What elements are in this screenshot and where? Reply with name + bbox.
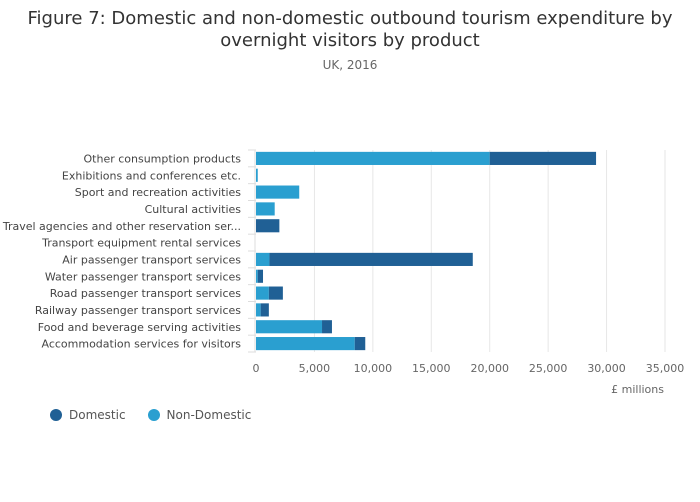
bar-domestic[interactable] — [354, 337, 366, 351]
x-tick-label: 5,000 — [299, 362, 331, 375]
bar-domestic[interactable] — [322, 320, 332, 334]
x-tick-label: 10,000 — [354, 362, 393, 375]
bar-non-domestic[interactable] — [256, 185, 300, 199]
category-label: Sport and recreation activities — [75, 186, 242, 199]
bars — [256, 151, 597, 351]
chart-title-line-2: overnight visitors by product — [220, 30, 480, 51]
bar-domestic[interactable] — [268, 286, 283, 300]
category-label: Cultural activities — [145, 203, 242, 216]
bar-non-domestic[interactable] — [256, 202, 275, 216]
category-label: Transport equipment rental services — [41, 237, 241, 250]
x-tick-label: 30,000 — [587, 362, 626, 375]
legend-item-domestic[interactable]: Domestic — [50, 408, 126, 422]
bar-non-domestic[interactable] — [256, 151, 490, 165]
bar-non-domestic[interactable] — [256, 168, 258, 182]
category-label: Accommodation services for visitors — [41, 338, 241, 351]
bar-non-domestic[interactable] — [256, 252, 270, 266]
bar-domestic[interactable] — [489, 151, 597, 165]
category-label: Air passenger transport services — [62, 253, 241, 266]
category-label: Water passenger transport services — [45, 270, 241, 283]
x-tick-label: 0 — [253, 362, 260, 375]
chart-subtitle: UK, 2016 — [322, 58, 378, 72]
bar-non-domestic[interactable] — [256, 286, 269, 300]
legend-item-non-domestic[interactable]: Non-Domestic — [147, 408, 252, 422]
legend-swatch-non-domestic — [147, 409, 160, 421]
bar-non-domestic[interactable] — [256, 337, 355, 351]
x-tick-label: 20,000 — [470, 362, 509, 375]
category-labels: Other consumption products Exhibitions an… — [2, 152, 241, 350]
bar-non-domestic[interactable] — [256, 320, 323, 334]
x-tick-label: 15,000 — [412, 362, 451, 375]
legend-label-domestic: Domestic — [69, 408, 126, 422]
x-axis-title: £ millions — [611, 383, 664, 396]
chart-title: Figure 7: Domestic and non-domestic outb… — [0, 8, 700, 52]
category-label: Road passenger transport services — [50, 287, 242, 300]
bar-domestic[interactable] — [260, 303, 269, 317]
x-tick-label: 25,000 — [529, 362, 568, 375]
category-label: Railway passenger transport services — [35, 304, 241, 317]
bar-domestic[interactable] — [256, 219, 280, 233]
x-tick-labels: 0 5,000 10,000 15,000 20,000 25,000 30,000 35,0… — [253, 362, 685, 375]
category-label: Travel agencies and other reservation se… — [2, 220, 241, 233]
legend-swatch-domestic — [50, 409, 62, 421]
chart-title-line-1: Figure 7: Domestic and non-domestic outb… — [27, 8, 673, 29]
bar-non-domestic[interactable] — [256, 303, 261, 317]
bar-domestic[interactable] — [257, 269, 264, 283]
category-label: Exhibitions and conferences etc. — [62, 169, 241, 182]
bar-domestic[interactable] — [269, 252, 473, 266]
legend: Domestic Non-Domestic — [50, 408, 251, 422]
category-label: Food and beverage serving activities — [38, 321, 242, 334]
x-tick-label: 35,000 — [646, 362, 685, 375]
category-label: Other consumption products — [84, 152, 242, 165]
gridlines — [248, 149, 666, 353]
bar-non-domestic[interactable] — [256, 269, 258, 283]
legend-label-non-domestic: Non-Domestic — [166, 408, 252, 422]
